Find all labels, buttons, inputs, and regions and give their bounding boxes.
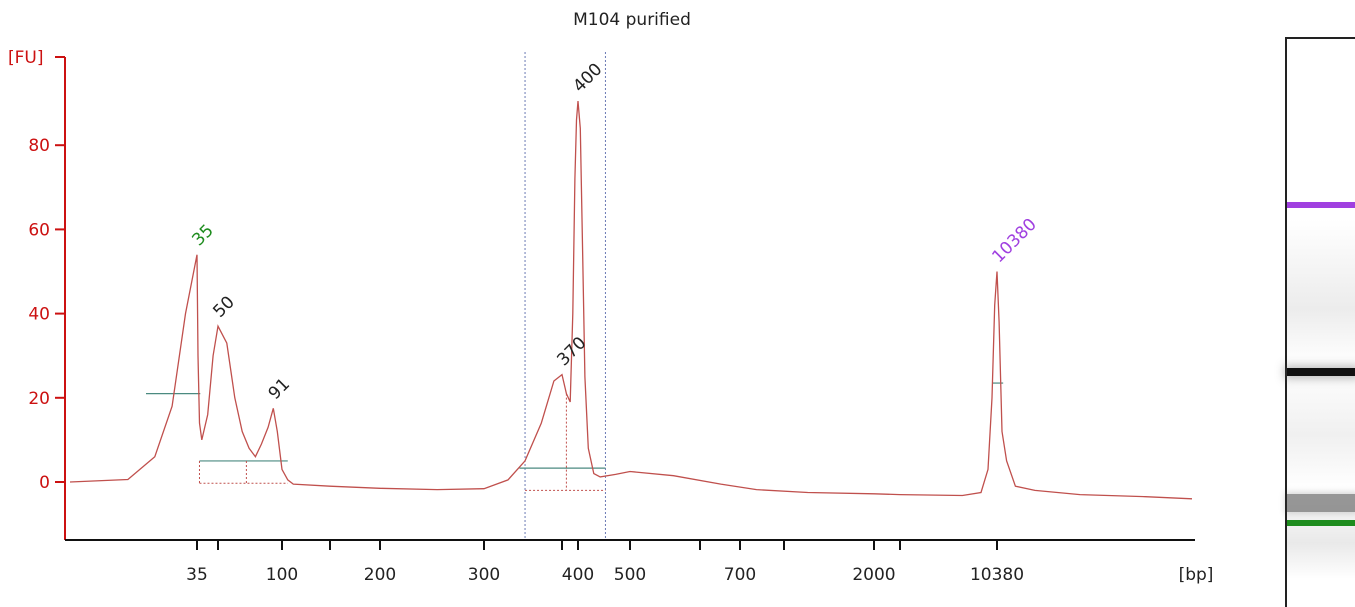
gel-band-sample-400 — [1287, 368, 1355, 376]
x-tick-label: 10380 — [970, 565, 1024, 585]
series-line — [69, 100, 1193, 500]
chart-title: M104 purified — [573, 10, 691, 30]
series-layer — [69, 100, 1193, 500]
x-tick-label: 400 — [562, 565, 594, 585]
x-tick-label: 700 — [724, 565, 756, 585]
x-tick-label: 2000 — [852, 565, 895, 585]
x-tick-label: 35 — [186, 565, 208, 585]
peak-label: 35 — [188, 221, 217, 250]
gel-band-upper-marker — [1287, 202, 1355, 208]
y-tick-label: 60 — [28, 220, 50, 240]
peak-label: 400 — [569, 59, 606, 96]
y-tick-label: 80 — [28, 136, 50, 156]
x-axis-label: [bp] — [1179, 565, 1214, 585]
y-axis-label: [FU] — [8, 48, 44, 68]
peak-label: 10380 — [988, 215, 1040, 267]
y-tick-label: 20 — [28, 389, 50, 409]
x-tick-label: 300 — [468, 565, 500, 585]
peak-label: 91 — [265, 374, 294, 403]
gel-lane — [1285, 37, 1355, 607]
x-tick-label: 100 — [266, 565, 298, 585]
peak-baselines — [145, 382, 1004, 491]
x-tick-label: 200 — [364, 565, 396, 585]
gel-band-low-fragments — [1287, 494, 1355, 512]
y-tick-label: 40 — [28, 305, 50, 325]
gel-background-gradient — [1287, 219, 1355, 579]
gel-band-lower-marker — [1287, 520, 1355, 526]
region-markers — [524, 52, 606, 540]
x-tick-label: 500 — [614, 565, 646, 585]
peak-label: 50 — [209, 292, 238, 321]
y-tick-label: 0 — [39, 473, 50, 493]
axes: 0 20 40 60 80 35 100 200 300 400 500 700 2000 10380 — [28, 56, 1195, 585]
